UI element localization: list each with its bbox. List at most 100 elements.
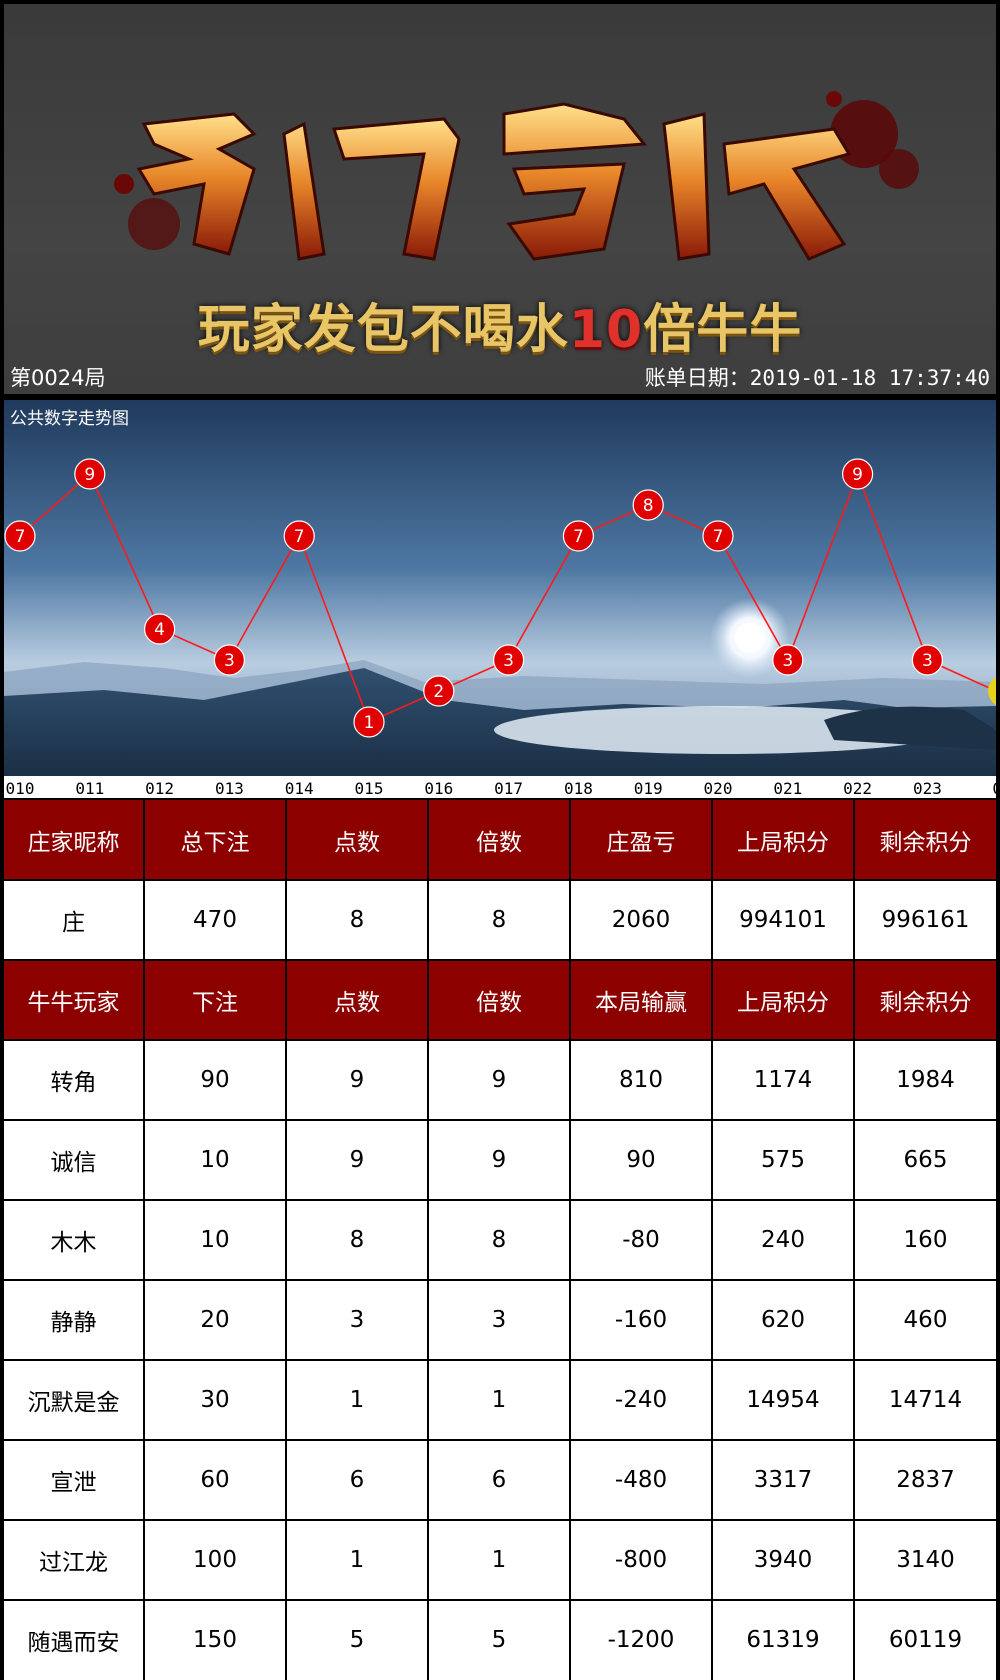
column-header: 牛牛玩家 bbox=[4, 960, 145, 1040]
column-header: 点数 bbox=[287, 960, 429, 1040]
column-header: 庄家昵称 bbox=[4, 800, 145, 880]
table-cell: 60119 bbox=[855, 1600, 996, 1680]
table-row: 转角 90 9 9 810 1174 1984 bbox=[4, 1040, 996, 1120]
table-row: 沉默是金 30 1 1 -240 14954 14714 bbox=[4, 1360, 996, 1440]
player-header-row: 牛牛玩家 下注 点数 倍数 本局输赢 上局积分 剩余积分 bbox=[4, 960, 996, 1040]
table-cell: 100 bbox=[145, 1520, 287, 1600]
trend-segment bbox=[507, 535, 580, 661]
round-number: 第0024局 bbox=[10, 366, 106, 390]
slogan: 玩家发包不喝水10倍牛牛 bbox=[4, 287, 996, 362]
table-cell: 静静 bbox=[4, 1280, 145, 1360]
results-table: 庄家昵称 总下注 点数 倍数 庄盈亏 上局积分 剩余积分庄 470 8 8 2060 994101 99… bbox=[4, 800, 996, 1680]
chart-title: 公共数字走势图 bbox=[10, 409, 129, 429]
x-tick-label: 012 bbox=[145, 779, 174, 798]
table-cell: 5 bbox=[429, 1600, 571, 1680]
table-cell: 1 bbox=[287, 1520, 429, 1600]
trend-point bbox=[4, 520, 36, 552]
trend-point bbox=[493, 644, 525, 676]
column-header: 倍数 bbox=[429, 800, 571, 880]
row-divider bbox=[4, 1359, 996, 1361]
table-row: 静静 20 3 3 -160 620 460 bbox=[4, 1280, 996, 1360]
trend-segment bbox=[787, 473, 859, 661]
table-cell: 60 bbox=[145, 1440, 287, 1520]
table-cell: 10 bbox=[145, 1200, 287, 1280]
trend-point bbox=[283, 520, 315, 552]
table-cell: 1174 bbox=[713, 1040, 855, 1120]
trend-point-label: 3 bbox=[782, 651, 793, 671]
trend-point-label: 3 bbox=[922, 651, 933, 671]
banker-header-row: 庄家昵称 总下注 点数 倍数 庄盈亏 上局积分 剩余积分 bbox=[4, 800, 996, 880]
column-header: 本局输赢 bbox=[571, 960, 713, 1040]
row-divider bbox=[4, 1199, 996, 1201]
trend-point-label: 9 bbox=[852, 465, 863, 485]
table-cell: 61319 bbox=[713, 1600, 855, 1680]
table-cell: 2837 bbox=[855, 1440, 996, 1520]
column-header: 倍数 bbox=[429, 960, 571, 1040]
trend-segment bbox=[89, 473, 161, 630]
table-cell: 3317 bbox=[713, 1440, 855, 1520]
trend-point-label: 3 bbox=[224, 651, 235, 671]
landscape-background bbox=[4, 400, 996, 776]
table-cell: 2060 bbox=[571, 880, 713, 960]
column-header: 点数 bbox=[287, 800, 429, 880]
banner-header: 玩家发包不喝水10倍牛牛 第0024局 账单日期：2019-01-18 17:3… bbox=[4, 4, 996, 394]
table-cell: 8 bbox=[429, 1200, 571, 1280]
trend-segment bbox=[228, 535, 300, 661]
row-divider bbox=[4, 1599, 996, 1601]
table-cell: 3140 bbox=[855, 1520, 996, 1600]
table-cell: 810 bbox=[571, 1040, 713, 1120]
table-cell: 3940 bbox=[713, 1520, 855, 1600]
table-cell: 665 bbox=[855, 1120, 996, 1200]
table-cell: 随遇而安 bbox=[4, 1600, 145, 1680]
trend-point-label: 2 bbox=[433, 682, 444, 702]
table-cell: 10 bbox=[145, 1120, 287, 1200]
trend-point-label: 7 bbox=[713, 527, 724, 547]
slogan-multiplier: 10 bbox=[568, 300, 644, 360]
table-cell: 1 bbox=[429, 1360, 571, 1440]
column-header: 上局积分 bbox=[713, 800, 855, 880]
table-cell: 150 bbox=[145, 1600, 287, 1680]
trend-point bbox=[144, 613, 176, 645]
table-cell: -480 bbox=[571, 1440, 713, 1520]
table-cell: 994101 bbox=[713, 880, 855, 960]
table-cell: 90 bbox=[571, 1120, 713, 1200]
table-cell: 1984 bbox=[855, 1040, 996, 1120]
table-cell: -1200 bbox=[571, 1600, 713, 1680]
column-header: 总下注 bbox=[145, 800, 287, 880]
trend-point bbox=[841, 458, 874, 490]
table-cell: 90 bbox=[145, 1040, 287, 1120]
x-tick-label: 010 bbox=[6, 779, 35, 798]
game-logo bbox=[114, 91, 919, 261]
table-cell: 14954 bbox=[713, 1360, 855, 1440]
table-cell: 8 bbox=[429, 880, 571, 960]
table-row: 随遇而安 150 5 5 -1200 61319 60119 bbox=[4, 1600, 996, 1680]
table-cell: -240 bbox=[571, 1360, 713, 1440]
trend-point bbox=[74, 458, 106, 490]
x-tick-label: 023 bbox=[913, 779, 942, 798]
x-tick-label: 0 bbox=[992, 779, 996, 798]
trend-point-label: 1 bbox=[364, 713, 375, 733]
table-cell: 240 bbox=[713, 1200, 855, 1280]
x-tick-label: 018 bbox=[564, 779, 593, 798]
table-cell: 木木 bbox=[4, 1200, 145, 1280]
table-cell: 996161 bbox=[855, 880, 996, 960]
row-divider bbox=[4, 1039, 996, 1041]
table-cell: 3 bbox=[287, 1280, 429, 1360]
trend-segment bbox=[298, 535, 370, 723]
trend-point-label: 4 bbox=[154, 620, 165, 640]
table-cell: 转角 bbox=[4, 1040, 145, 1120]
table-cell: 1 bbox=[429, 1520, 571, 1600]
banker-row: 庄 470 8 8 2060 994101 996161 bbox=[4, 880, 996, 960]
trend-point bbox=[632, 489, 664, 521]
slogan-suffix: 倍牛牛 bbox=[643, 300, 803, 360]
trend-point bbox=[353, 706, 385, 738]
column-header: 上局积分 bbox=[713, 960, 855, 1040]
x-axis-band bbox=[4, 776, 996, 798]
table-cell: 620 bbox=[713, 1280, 855, 1360]
table-cell: 20 bbox=[145, 1280, 287, 1360]
x-tick-label: 021 bbox=[773, 779, 802, 798]
column-header: 庄盈亏 bbox=[571, 800, 713, 880]
table-row: 宣泄 60 6 6 -480 3317 2837 bbox=[4, 1440, 996, 1520]
bill-date: 账单日期：2019-01-18 17:37:40 bbox=[644, 366, 990, 390]
row-divider bbox=[4, 1519, 996, 1521]
